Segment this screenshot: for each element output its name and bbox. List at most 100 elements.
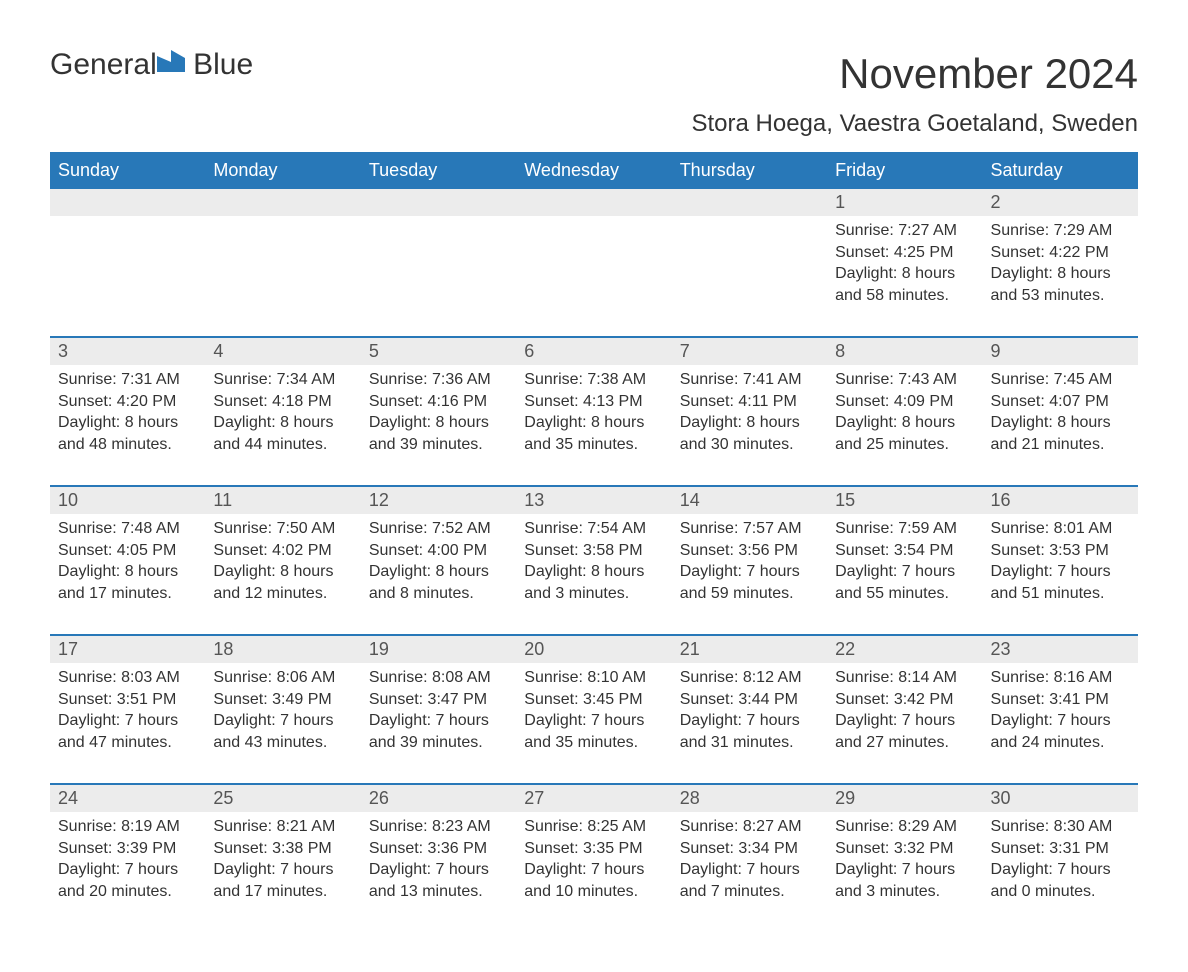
- calendar-cell: Sunrise: 7:59 AMSunset: 3:54 PMDaylight:…: [827, 514, 982, 634]
- calendar-cell: Sunrise: 8:08 AMSunset: 3:47 PMDaylight:…: [361, 663, 516, 783]
- calendar-cell: Sunrise: 7:41 AMSunset: 4:11 PMDaylight:…: [672, 365, 827, 485]
- daylight1-text: Daylight: 7 hours: [369, 710, 508, 732]
- location: Stora Hoega, Vaestra Goetaland, Sweden: [691, 110, 1138, 138]
- flag-icon: [157, 50, 185, 72]
- sunset-text: Sunset: 4:05 PM: [58, 540, 197, 562]
- calendar-cell: Sunrise: 7:34 AMSunset: 4:18 PMDaylight:…: [205, 365, 360, 485]
- month-title: November 2024: [691, 50, 1138, 98]
- day-number: 9: [983, 338, 1138, 365]
- daylight2-text: and 43 minutes.: [213, 732, 352, 754]
- sunrise-text: Sunrise: 8:19 AM: [58, 816, 197, 838]
- sunrise-text: Sunrise: 7:27 AM: [835, 220, 974, 242]
- calendar-cell: Sunrise: 7:27 AMSunset: 4:25 PMDaylight:…: [827, 216, 982, 336]
- calendar-cell: Sunrise: 8:23 AMSunset: 3:36 PMDaylight:…: [361, 812, 516, 932]
- day-number: 8: [827, 338, 982, 365]
- daylight1-text: Daylight: 7 hours: [680, 710, 819, 732]
- sunset-text: Sunset: 3:42 PM: [835, 689, 974, 711]
- daylight1-text: Daylight: 7 hours: [991, 859, 1130, 881]
- day-number: 6: [516, 338, 671, 365]
- sunset-text: Sunset: 3:31 PM: [991, 838, 1130, 860]
- calendar: Sunday Monday Tuesday Wednesday Thursday…: [50, 152, 1138, 932]
- day-number: [50, 189, 205, 216]
- daylight2-text: and 3 minutes.: [835, 881, 974, 903]
- sunrise-text: Sunrise: 7:36 AM: [369, 369, 508, 391]
- daylight2-text: and 27 minutes.: [835, 732, 974, 754]
- day-number: 23: [983, 636, 1138, 663]
- day-number: 17: [50, 636, 205, 663]
- daylight1-text: Daylight: 7 hours: [835, 859, 974, 881]
- sunset-text: Sunset: 3:51 PM: [58, 689, 197, 711]
- daylight1-text: Daylight: 7 hours: [835, 561, 974, 583]
- daylight2-text: and 3 minutes.: [524, 583, 663, 605]
- calendar-cell: Sunrise: 8:06 AMSunset: 3:49 PMDaylight:…: [205, 663, 360, 783]
- calendar-cell: [50, 216, 205, 336]
- day-number: 1: [827, 189, 982, 216]
- daylight1-text: Daylight: 8 hours: [991, 412, 1130, 434]
- day-number: 19: [361, 636, 516, 663]
- sunset-text: Sunset: 4:07 PM: [991, 391, 1130, 413]
- sunset-text: Sunset: 3:41 PM: [991, 689, 1130, 711]
- day-number: 21: [672, 636, 827, 663]
- calendar-cell: Sunrise: 8:03 AMSunset: 3:51 PMDaylight:…: [50, 663, 205, 783]
- weekday-label: Friday: [827, 152, 982, 189]
- sunset-text: Sunset: 3:36 PM: [369, 838, 508, 860]
- daylight1-text: Daylight: 7 hours: [680, 561, 819, 583]
- daylight2-text: and 24 minutes.: [991, 732, 1130, 754]
- calendar-cell: Sunrise: 7:31 AMSunset: 4:20 PMDaylight:…: [50, 365, 205, 485]
- calendar-cell: Sunrise: 8:12 AMSunset: 3:44 PMDaylight:…: [672, 663, 827, 783]
- sunrise-text: Sunrise: 7:43 AM: [835, 369, 974, 391]
- daylight2-text: and 48 minutes.: [58, 434, 197, 456]
- daylight2-text: and 31 minutes.: [680, 732, 819, 754]
- day-number: 2: [983, 189, 1138, 216]
- sunset-text: Sunset: 3:35 PM: [524, 838, 663, 860]
- sunset-text: Sunset: 4:20 PM: [58, 391, 197, 413]
- daylight1-text: Daylight: 8 hours: [991, 263, 1130, 285]
- calendar-cell: Sunrise: 8:29 AMSunset: 3:32 PMDaylight:…: [827, 812, 982, 932]
- daylight2-text: and 55 minutes.: [835, 583, 974, 605]
- sunrise-text: Sunrise: 8:23 AM: [369, 816, 508, 838]
- calendar-cell: Sunrise: 8:19 AMSunset: 3:39 PMDaylight:…: [50, 812, 205, 932]
- calendar-cell: Sunrise: 8:30 AMSunset: 3:31 PMDaylight:…: [983, 812, 1138, 932]
- sunset-text: Sunset: 4:25 PM: [835, 242, 974, 264]
- daylight1-text: Daylight: 7 hours: [58, 710, 197, 732]
- sunset-text: Sunset: 4:16 PM: [369, 391, 508, 413]
- daylight2-text: and 20 minutes.: [58, 881, 197, 903]
- weekday-label: Monday: [205, 152, 360, 189]
- sunrise-text: Sunrise: 8:14 AM: [835, 667, 974, 689]
- calendar-cell: Sunrise: 7:57 AMSunset: 3:56 PMDaylight:…: [672, 514, 827, 634]
- sunrise-text: Sunrise: 7:50 AM: [213, 518, 352, 540]
- weekday-header: Sunday Monday Tuesday Wednesday Thursday…: [50, 152, 1138, 189]
- day-number: 18: [205, 636, 360, 663]
- daylight2-text: and 13 minutes.: [369, 881, 508, 903]
- daylight2-text: and 35 minutes.: [524, 732, 663, 754]
- daylight1-text: Daylight: 8 hours: [835, 263, 974, 285]
- day-number: 22: [827, 636, 982, 663]
- sunset-text: Sunset: 4:18 PM: [213, 391, 352, 413]
- calendar-cell: Sunrise: 8:27 AMSunset: 3:34 PMDaylight:…: [672, 812, 827, 932]
- daylight2-text: and 0 minutes.: [991, 881, 1130, 903]
- calendar-cell: [205, 216, 360, 336]
- daylight1-text: Daylight: 7 hours: [835, 710, 974, 732]
- day-number: 30: [983, 785, 1138, 812]
- day-number: [205, 189, 360, 216]
- calendar-cell: [672, 216, 827, 336]
- day-number: 14: [672, 487, 827, 514]
- day-number: 29: [827, 785, 982, 812]
- sunrise-text: Sunrise: 8:08 AM: [369, 667, 508, 689]
- daylight2-text: and 7 minutes.: [680, 881, 819, 903]
- daylight1-text: Daylight: 7 hours: [369, 859, 508, 881]
- daylight1-text: Daylight: 7 hours: [524, 859, 663, 881]
- calendar-cell: Sunrise: 7:38 AMSunset: 4:13 PMDaylight:…: [516, 365, 671, 485]
- day-number: 15: [827, 487, 982, 514]
- daylight1-text: Daylight: 8 hours: [369, 412, 508, 434]
- calendar-cell: [361, 216, 516, 336]
- daylight1-text: Daylight: 8 hours: [680, 412, 819, 434]
- sunrise-text: Sunrise: 8:30 AM: [991, 816, 1130, 838]
- sunset-text: Sunset: 4:13 PM: [524, 391, 663, 413]
- daylight1-text: Daylight: 8 hours: [213, 561, 352, 583]
- daylight1-text: Daylight: 7 hours: [991, 710, 1130, 732]
- daylight2-text: and 47 minutes.: [58, 732, 197, 754]
- sunrise-text: Sunrise: 7:31 AM: [58, 369, 197, 391]
- day-number: 11: [205, 487, 360, 514]
- sunrise-text: Sunrise: 8:29 AM: [835, 816, 974, 838]
